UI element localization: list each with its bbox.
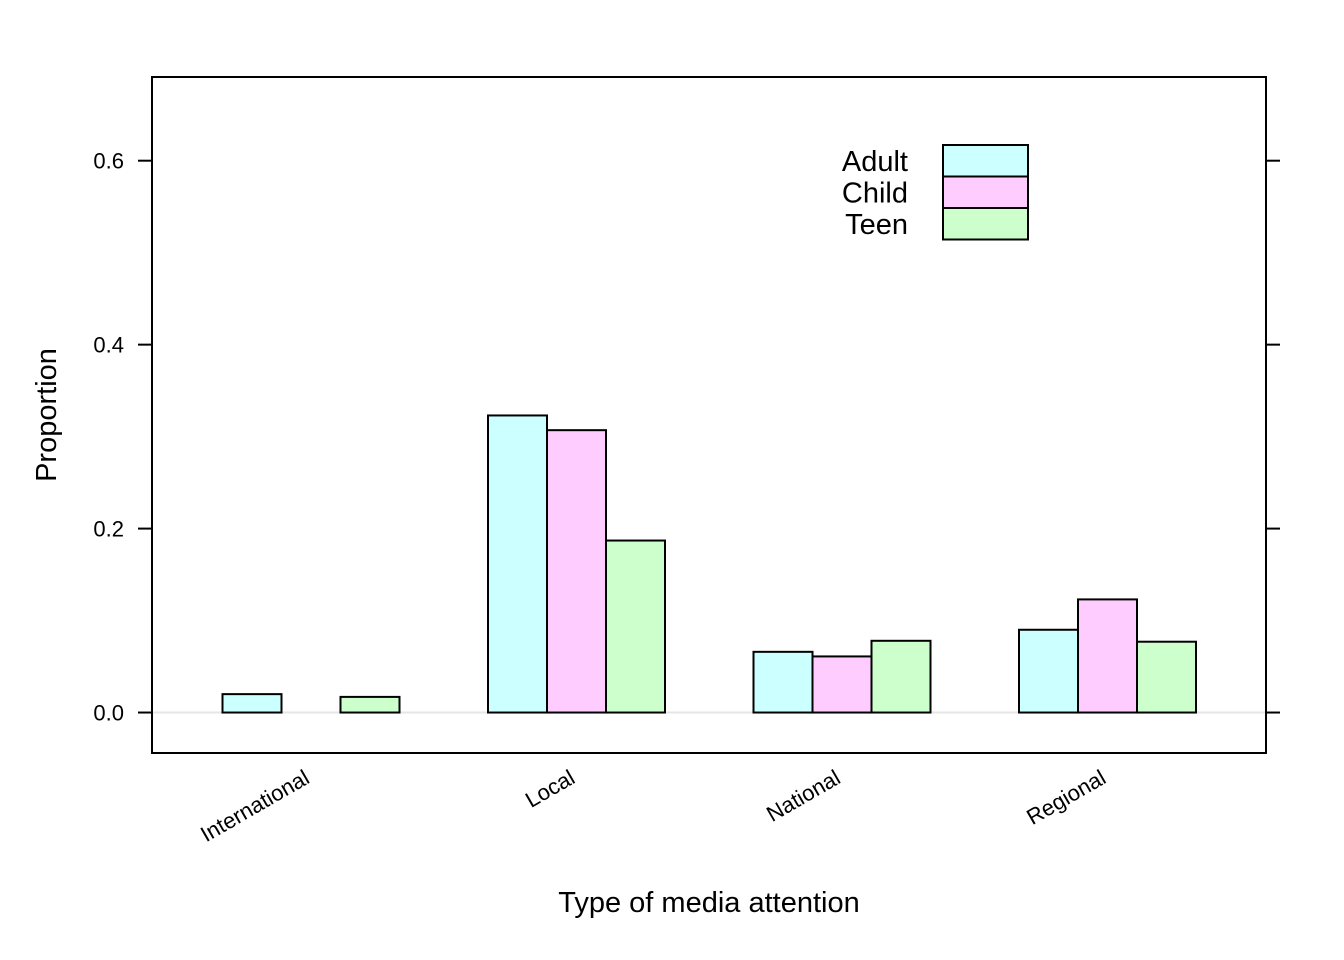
plot-frame [151, 76, 1267, 754]
bar-local-adult [487, 414, 548, 714]
bar-national-child [811, 655, 873, 714]
bar-local-child [546, 429, 607, 714]
bars-group [221, 414, 1197, 714]
y-tick-label: 0.0 [93, 701, 124, 726]
legend-label-adult: Adult [842, 146, 908, 178]
y-tick-label: 0.4 [93, 333, 124, 358]
x-axis: International Local National Regional [196, 765, 1110, 847]
bar-regional-teen [1136, 640, 1197, 714]
bar-national-adult [752, 650, 814, 714]
x-tick-label-national: National [762, 765, 844, 827]
bar-international-adult [221, 693, 283, 714]
y-axis: 0.0 0.2 0.4 0.6 [93, 149, 1280, 726]
legend-label-teen: Teen [845, 209, 908, 241]
legend-label-child: Child [842, 177, 908, 209]
x-tick-label-regional: Regional [1022, 765, 1110, 830]
bar-regional-adult [1018, 628, 1079, 714]
y-tick-label: 0.2 [93, 517, 124, 542]
x-axis-title: Type of media attention [558, 887, 859, 919]
bar-national-teen [870, 639, 932, 714]
legend-swatch-child [942, 175, 1029, 209]
bar-international-teen [339, 695, 401, 714]
x-tick-label-international: International [196, 765, 313, 847]
legend-swatch-teen [942, 207, 1029, 241]
bar-regional-child [1077, 598, 1138, 714]
y-axis-title: Proportion [31, 348, 63, 482]
legend-swatch-adult [942, 144, 1029, 178]
y-tick-label: 0.6 [93, 149, 124, 174]
x-tick-label-local: Local [521, 765, 579, 813]
bar-local-teen [605, 539, 666, 714]
